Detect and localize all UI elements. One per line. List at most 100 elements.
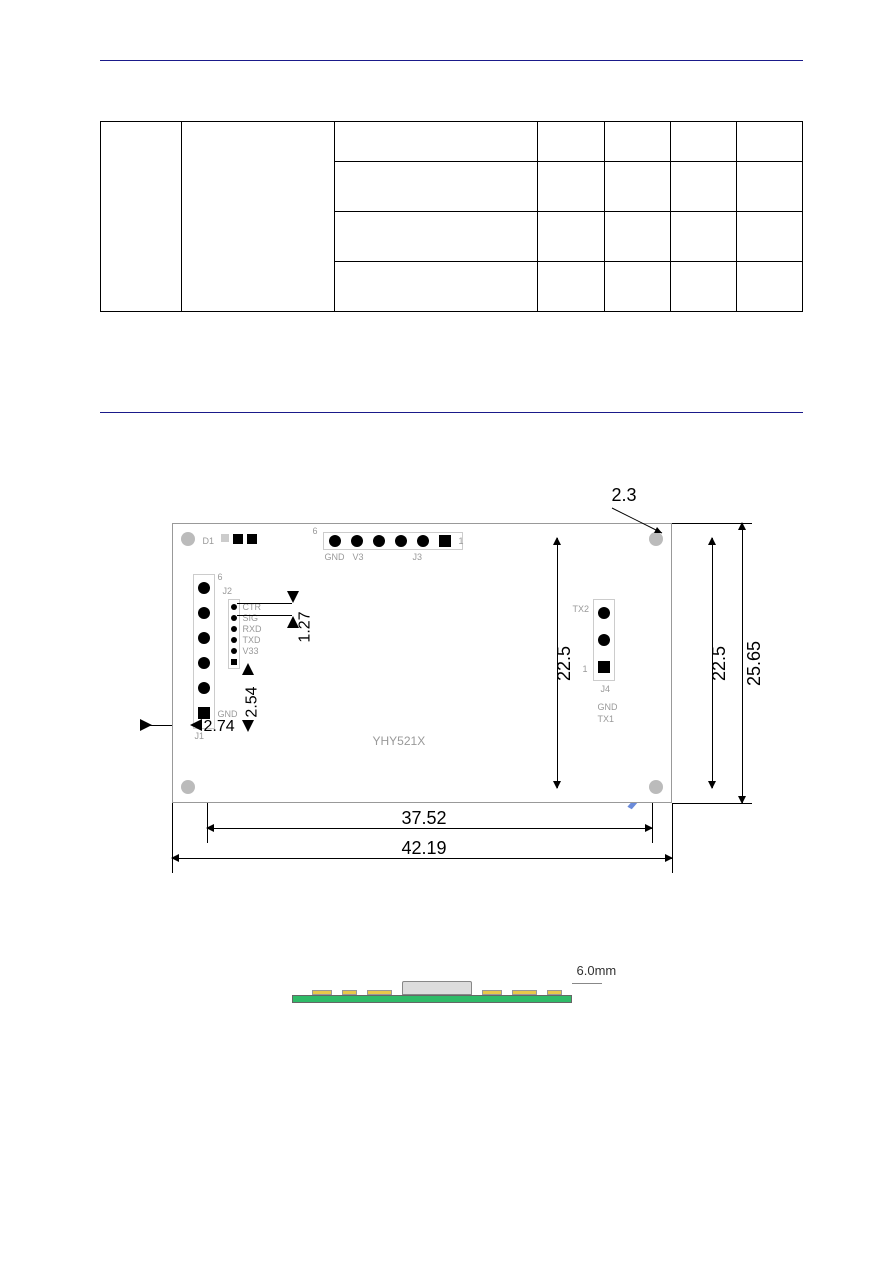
j1-pad bbox=[198, 632, 210, 644]
spec-table bbox=[100, 121, 803, 312]
dim-42.19: 42.19 bbox=[402, 838, 447, 859]
ext-line bbox=[237, 603, 292, 604]
j3-pad bbox=[329, 535, 341, 547]
profile-component bbox=[512, 990, 537, 995]
dim-2.74: 2.74 bbox=[204, 718, 235, 736]
j1-outline bbox=[193, 574, 215, 729]
j3-pin1-label: 1 bbox=[459, 536, 464, 546]
cell bbox=[538, 212, 604, 262]
ext-line bbox=[652, 803, 653, 843]
cell bbox=[736, 162, 802, 212]
arrow-icon bbox=[190, 719, 204, 731]
arrow-icon bbox=[140, 719, 154, 731]
j1-pad bbox=[198, 657, 210, 669]
mounting-hole bbox=[649, 780, 663, 794]
j3-pad bbox=[395, 535, 407, 547]
j1-pin6: 6 bbox=[218, 572, 223, 582]
arrow-icon bbox=[287, 616, 299, 630]
j4-pin1: 1 bbox=[583, 664, 588, 674]
j1-pad bbox=[198, 607, 210, 619]
cell bbox=[736, 262, 802, 312]
d1-label: D1 bbox=[203, 536, 215, 546]
j2-v33: V33 bbox=[243, 646, 259, 656]
cell bbox=[604, 262, 670, 312]
table-row bbox=[101, 122, 803, 162]
cell-unit bbox=[736, 122, 802, 162]
j4-name: J4 bbox=[601, 684, 611, 694]
cell-parameter-header bbox=[182, 122, 335, 312]
j2-name: J2 bbox=[223, 586, 233, 596]
cell-condition bbox=[334, 122, 537, 162]
j4-gnd: GND bbox=[598, 702, 618, 712]
dim-37.52: 37.52 bbox=[402, 808, 447, 829]
cell bbox=[670, 212, 736, 262]
d1-pad bbox=[247, 534, 257, 544]
j2-pad-1 bbox=[231, 659, 237, 665]
section-rule bbox=[100, 412, 803, 413]
cell bbox=[334, 212, 537, 262]
j4-pad-1 bbox=[598, 661, 610, 673]
j4-tx1: TX1 bbox=[598, 714, 615, 724]
j2-pad bbox=[231, 626, 237, 632]
j3-v3-label: V3 bbox=[353, 552, 364, 562]
j3-name: J3 bbox=[413, 552, 423, 562]
j1-pad bbox=[198, 682, 210, 694]
j4-pad bbox=[598, 607, 610, 619]
pcb-side-profile: 6.0mm bbox=[272, 953, 632, 1003]
cell-min bbox=[538, 122, 604, 162]
dim-hole-leader bbox=[602, 503, 682, 543]
arrow-icon bbox=[242, 718, 254, 732]
dim-6mm: 6.0mm bbox=[577, 963, 617, 978]
cell-symbol-header bbox=[101, 122, 182, 312]
dim-line-25.65 bbox=[742, 523, 743, 803]
mounting-hole bbox=[181, 532, 195, 546]
j3-pad-1 bbox=[439, 535, 451, 547]
ext-line bbox=[237, 615, 292, 616]
profile-component bbox=[342, 990, 357, 995]
profile-component bbox=[482, 990, 502, 995]
ext-line bbox=[207, 803, 208, 843]
cell bbox=[736, 212, 802, 262]
j1-pad bbox=[198, 582, 210, 594]
header-rule bbox=[100, 60, 803, 61]
cell bbox=[334, 162, 537, 212]
cell bbox=[670, 262, 736, 312]
arrow-icon bbox=[242, 663, 254, 677]
mounting-hole bbox=[181, 780, 195, 794]
j3-pad bbox=[373, 535, 385, 547]
cell bbox=[604, 162, 670, 212]
pcb-mechanical-diagram: manualshive.com D1 6 1 GND V3 J3 6 bbox=[142, 463, 762, 903]
j3-pin6-label: 6 bbox=[313, 526, 318, 536]
j3-pad bbox=[351, 535, 363, 547]
profile-component bbox=[547, 990, 562, 995]
dim-1.27: 1.27 bbox=[296, 611, 314, 642]
profile-dim-line bbox=[572, 983, 602, 984]
profile-chip bbox=[402, 981, 472, 995]
profile-pcb-board bbox=[292, 995, 572, 1003]
j2-pad bbox=[231, 648, 237, 654]
cell bbox=[538, 262, 604, 312]
j2-txd: TXD bbox=[243, 635, 261, 645]
profile-component bbox=[367, 990, 392, 995]
dim-2.54: 2.54 bbox=[243, 686, 261, 717]
j2-pad bbox=[231, 604, 237, 610]
cell bbox=[538, 162, 604, 212]
j3-pad bbox=[417, 535, 429, 547]
cell bbox=[334, 262, 537, 312]
j2-pad bbox=[231, 637, 237, 643]
ext-line bbox=[672, 803, 673, 873]
j4-pad bbox=[598, 634, 610, 646]
board-label: YHY521X bbox=[373, 734, 426, 748]
j2-rxd: RXD bbox=[243, 624, 262, 634]
j3-gnd-label: GND bbox=[325, 552, 345, 562]
dim-22.50-b: 22.5 bbox=[554, 646, 575, 681]
dim-25.65: 25.65 bbox=[744, 641, 765, 686]
d1-pad bbox=[233, 534, 243, 544]
dim-22.50-a: 22.5 bbox=[709, 646, 730, 681]
ext-line bbox=[172, 803, 173, 873]
j4-tx2: TX2 bbox=[573, 604, 590, 614]
d1-component bbox=[221, 534, 229, 542]
cell-max bbox=[670, 122, 736, 162]
cell-typ bbox=[604, 122, 670, 162]
profile-component bbox=[312, 990, 332, 995]
